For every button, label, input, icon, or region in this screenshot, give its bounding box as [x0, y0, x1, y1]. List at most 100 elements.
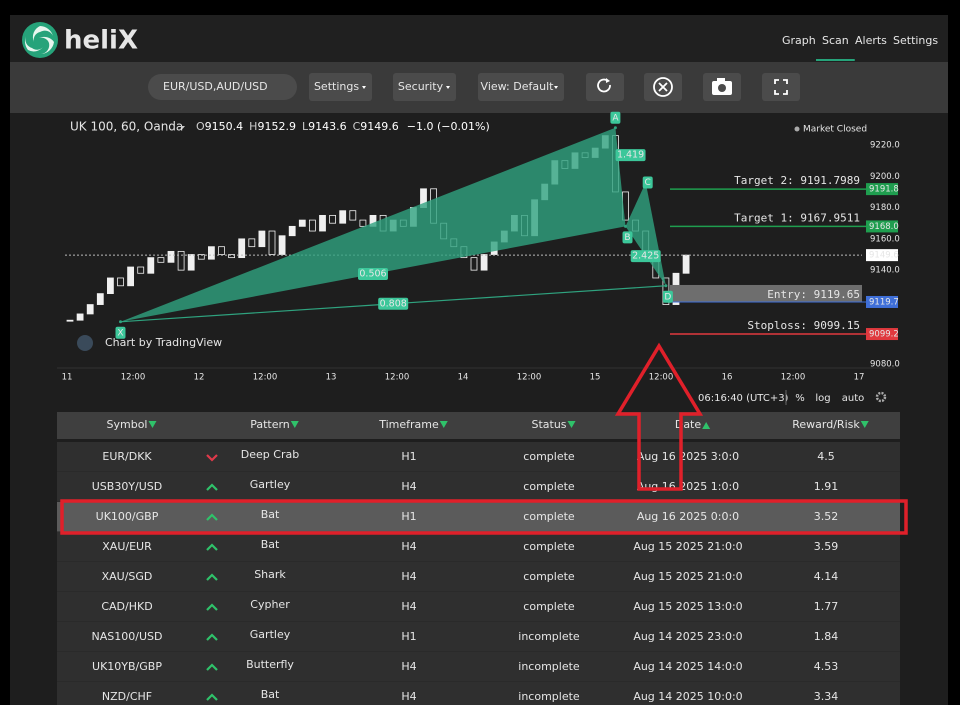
- cell-symbol: XAU/EUR: [102, 540, 152, 553]
- sort-indicator: [439, 421, 448, 428]
- market-status: Market Closed: [803, 125, 867, 135]
- top-bar: [10, 15, 948, 62]
- pattern-point: [624, 224, 627, 228]
- ratio-label: 1.419: [617, 150, 644, 161]
- candle: [298, 219, 306, 227]
- cell-reward-risk: 3.52: [814, 510, 839, 523]
- chart-settings-icon[interactable]: [875, 391, 887, 403]
- time-tick-label: 12:00: [121, 373, 146, 383]
- candle: [329, 214, 337, 224]
- cell-status: complete: [523, 540, 575, 553]
- cell-reward-risk: 3.59: [814, 540, 839, 553]
- symbol-label[interactable]: UK 100, 60, Oanda: [70, 120, 183, 134]
- cell-timeframe: H4: [401, 660, 416, 673]
- table-row[interactable]: CAD/HKD Cypher H4 complete Aug 15 2025 13:0:…: [57, 592, 900, 623]
- cell-symbol: USB30Y/USD: [92, 480, 163, 493]
- cell-date: Aug 16 2025 3:0:0: [637, 450, 739, 463]
- pattern-point-label: C: [645, 178, 651, 188]
- table-row[interactable]: NZD/CHF Bat H4 incomplete Aug 14 2025 10:0:0…: [57, 682, 900, 705]
- candle: [319, 214, 326, 232]
- menu-button[interactable]: Settings: [309, 73, 372, 101]
- pattern-point: [664, 284, 668, 288]
- level-tag: 9099.2: [869, 330, 899, 340]
- price-tick-label: 9200.0: [870, 172, 900, 182]
- menu-button-label: View: Default: [481, 80, 555, 93]
- price-tick-label: 9160.0: [870, 234, 900, 244]
- pattern-point: [613, 126, 617, 130]
- time-tick-label: 12:00: [781, 373, 806, 383]
- column-header[interactable]: Symbol: [107, 418, 148, 431]
- candle: [107, 277, 114, 295]
- ohlc-value: 9152.9: [257, 120, 296, 133]
- nav-item[interactable]: Settings: [893, 34, 938, 47]
- price-tick-label: 9080.0: [870, 360, 900, 370]
- column-header[interactable]: Date: [675, 418, 702, 431]
- candle: [258, 230, 266, 248]
- time-tick-label: 16: [722, 373, 733, 383]
- clear-button[interactable]: [644, 73, 682, 101]
- ratio-badge: [630, 250, 661, 263]
- cell-status: complete: [523, 600, 575, 613]
- table-row[interactable]: XAU/EUR Bat H4 complete Aug 15 2025 21:0:0 3.…: [57, 532, 900, 563]
- cell-pattern: Bat: [261, 508, 280, 521]
- level-tag: 9119.7: [869, 297, 899, 307]
- scale-option[interactable]: %: [795, 393, 805, 404]
- nav-item[interactable]: Graph: [782, 34, 816, 47]
- highlight-box: [60, 499, 908, 535]
- cell-timeframe: H4: [401, 480, 416, 493]
- menu-button-bg: [478, 73, 564, 101]
- menu-button-bg: [393, 73, 456, 101]
- table-row[interactable]: USB30Y/USD Gartley H4 complete Aug 16 2025 1…: [57, 472, 900, 503]
- cell-pattern: Bat: [261, 688, 280, 701]
- time-tick-label: 12:00: [253, 373, 278, 383]
- candle: [177, 250, 185, 271]
- candle: [76, 313, 84, 321]
- column-header[interactable]: Pattern: [250, 418, 290, 431]
- scale-option[interactable]: auto: [842, 393, 865, 404]
- pattern-point-badge: [642, 176, 653, 189]
- column-header[interactable]: Timeframe: [378, 418, 439, 431]
- ratio-badge: [615, 149, 646, 162]
- sort-indicator: [148, 421, 157, 428]
- menu-button[interactable]: Security: [393, 73, 456, 101]
- table-row[interactable]: UK10YB/GBP Butterfly H4 incomplete Aug 14 20…: [57, 652, 900, 683]
- table-row[interactable]: NAS100/USD Gartley H1 incomplete Aug 14 2025…: [57, 622, 900, 653]
- menu-button[interactable]: View: Default: [478, 73, 564, 101]
- row-bg: [57, 502, 900, 532]
- menu-caret: [554, 86, 558, 89]
- pattern-point-badge: [115, 326, 126, 339]
- candle: [66, 319, 74, 322]
- scale-option[interactable]: log: [815, 393, 830, 404]
- cell-pattern: Deep Crab: [241, 448, 299, 461]
- cell-timeframe: H1: [401, 510, 416, 523]
- table-row[interactable]: UK100/GBP Bat H1 complete Aug 16 2025 0:0:0 3…: [57, 502, 900, 533]
- cell-reward-risk: 1.91: [814, 480, 839, 493]
- cell-pattern: Shark: [254, 568, 286, 581]
- snapshot-button[interactable]: [703, 73, 741, 101]
- column-header[interactable]: Status: [531, 418, 566, 431]
- row-bg: [57, 592, 900, 622]
- candle: [480, 254, 488, 271]
- symbol-input[interactable]: [148, 74, 297, 100]
- candle: [470, 257, 478, 271]
- price-tick-label: 9220.0: [870, 141, 900, 151]
- row-bg: [57, 472, 900, 502]
- table-row[interactable]: XAU/SGD Shark H4 complete Aug 15 2025 21:0:0…: [57, 562, 900, 593]
- table-row[interactable]: EUR/DKK Deep Crab H1 complete Aug 16 2025 3:…: [57, 442, 900, 473]
- symbol-caret: [180, 126, 185, 129]
- change: −1.0 (−0.01%): [407, 120, 490, 133]
- column-header[interactable]: Reward/Risk: [792, 418, 860, 431]
- nav-item[interactable]: Alerts: [855, 34, 887, 47]
- candle: [359, 219, 367, 227]
- price-tick-label: 9180.0: [870, 203, 900, 213]
- nav-item[interactable]: Scan: [822, 34, 849, 47]
- row-bg: [57, 622, 900, 652]
- fullscreen-button[interactable]: [762, 73, 800, 101]
- cell-status: incomplete: [518, 660, 580, 673]
- last-price-tag: 9149.6: [869, 251, 899, 261]
- candle: [682, 254, 690, 274]
- candle: [86, 304, 94, 315]
- cell-date: Aug 14 2025 10:0:0: [633, 690, 742, 703]
- refresh-button[interactable]: [586, 73, 624, 101]
- cell-reward-risk: 1.84: [814, 630, 839, 643]
